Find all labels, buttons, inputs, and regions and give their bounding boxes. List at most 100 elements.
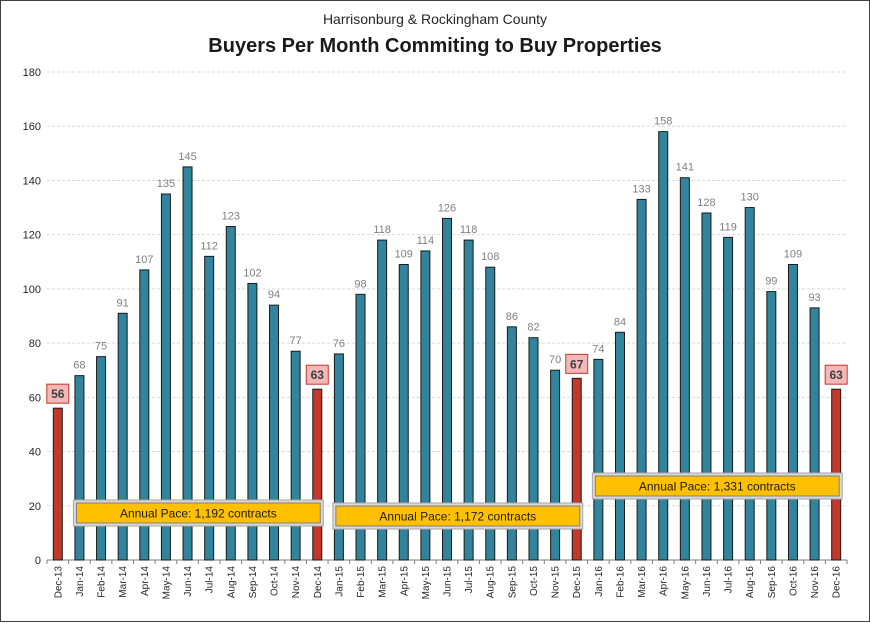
y-tick-label: 100 xyxy=(23,284,41,296)
x-tick-label: Jul-15 xyxy=(464,566,475,594)
bar-apr-16 xyxy=(658,131,669,561)
bar-jan-15 xyxy=(333,353,344,561)
bar-aug-14 xyxy=(225,226,236,561)
x-tick-label: Jun-14 xyxy=(183,566,194,597)
highlight-label-box xyxy=(565,353,589,374)
x-tick-label: Jun-16 xyxy=(702,566,713,597)
y-tick-label: 120 xyxy=(23,230,41,242)
annual-pace-box xyxy=(594,475,840,497)
data-label: 93 xyxy=(808,292,820,304)
x-tick-label: Jan-14 xyxy=(75,566,86,597)
data-label: 75 xyxy=(95,341,107,353)
annual-pace-callout: Annual Pace: 1,331 contracts xyxy=(591,472,843,500)
data-label: 114 xyxy=(417,235,435,247)
data-labels: 56 68 75 91 107 135 145 112 123 102 94 77 63 76 98 118 1… xyxy=(46,116,848,404)
bar-mar-15 xyxy=(377,239,388,561)
bar-aug-15 xyxy=(485,266,496,561)
data-label: 99 xyxy=(765,276,777,288)
bar-sep-14 xyxy=(247,282,258,561)
y-tick-label: 140 xyxy=(23,175,41,187)
bar-sep-16 xyxy=(766,291,777,561)
data-label: 74 xyxy=(592,343,604,355)
x-tick-label: Apr-15 xyxy=(399,566,410,596)
highlight-label-box xyxy=(824,364,848,385)
y-tick-label: 40 xyxy=(29,447,41,459)
x-tick-label: Feb-16 xyxy=(615,566,626,598)
data-label: 145 xyxy=(178,151,196,163)
data-label: 82 xyxy=(527,322,539,334)
y-tick-label: 180 xyxy=(23,67,41,79)
bar-apr-15 xyxy=(398,263,409,561)
bar-sep-15 xyxy=(506,326,517,561)
bar-jan-16 xyxy=(593,358,604,561)
x-tick-label: Aug-16 xyxy=(745,566,756,599)
y-tick-label: 60 xyxy=(29,392,41,404)
bar-mar-14 xyxy=(117,312,128,561)
bar-oct-16 xyxy=(787,263,798,561)
data-label: 94 xyxy=(268,289,280,301)
x-tick-label: Jul-16 xyxy=(724,566,735,594)
bar-may-14 xyxy=(160,193,171,561)
data-label: 135 xyxy=(157,178,175,190)
x-tick-label: Oct-15 xyxy=(529,566,540,596)
x-tick-label: May-16 xyxy=(680,566,691,600)
x-tick-label: Nov-15 xyxy=(551,566,562,599)
bar-jan-14 xyxy=(74,375,85,561)
x-tick-label: Jan-15 xyxy=(334,566,345,597)
highlight-label-box xyxy=(46,383,70,404)
bar-feb-16 xyxy=(614,331,625,561)
bar-jul-14 xyxy=(204,255,215,561)
data-label: 107 xyxy=(135,254,153,266)
data-label: 118 xyxy=(373,224,391,236)
annual-pace-annotations: Annual Pace: 1,192 contracts Annual Pace:… xyxy=(72,472,843,530)
bar-nov-16 xyxy=(809,307,820,561)
x-tick-label: Feb-15 xyxy=(356,566,367,598)
data-label: 109 xyxy=(395,248,413,260)
data-label: 118 xyxy=(460,224,478,236)
data-label: 133 xyxy=(632,183,650,195)
data-label-highlight: 63 xyxy=(311,368,325,382)
x-tick-label: Jan-16 xyxy=(594,566,605,597)
data-label: 130 xyxy=(741,192,759,204)
x-tick-label: May-14 xyxy=(161,566,172,600)
data-label: 98 xyxy=(354,278,366,290)
highlight-label-box xyxy=(305,364,329,385)
annual-pace-label: Annual Pace: 1,331 contracts xyxy=(639,480,796,494)
annual-pace-label: Annual Pace: 1,172 contracts xyxy=(379,510,536,524)
data-label: 109 xyxy=(784,248,802,260)
x-tick-label: Mar-15 xyxy=(378,566,389,598)
bar-may-16 xyxy=(679,177,690,561)
data-label: 128 xyxy=(697,197,715,209)
data-label: 158 xyxy=(654,116,672,128)
bar-nov-14 xyxy=(290,350,301,561)
data-label: 141 xyxy=(676,162,694,174)
bar-nov-15 xyxy=(550,369,561,561)
chart-title: Buyers Per Month Commiting to Buy Proper… xyxy=(208,35,661,57)
bar-jun-16 xyxy=(701,212,712,561)
annual-pace-box xyxy=(335,505,581,527)
x-tick-label: Aug-15 xyxy=(486,566,497,599)
x-tick-label: Mar-14 xyxy=(118,566,129,598)
x-tick-label: Jul-14 xyxy=(205,566,216,594)
x-tick-label: Apr-16 xyxy=(659,566,670,596)
chart-subtitle: Harrisonburg & Rockingham County xyxy=(323,11,547,27)
data-label: 102 xyxy=(243,267,261,279)
x-tick-label: Sep-14 xyxy=(248,566,259,599)
bar-aug-16 xyxy=(744,207,755,561)
bars xyxy=(52,131,842,561)
bar-mar-16 xyxy=(636,198,647,561)
x-tick-label: Dec-16 xyxy=(832,566,843,599)
data-label: 76 xyxy=(333,338,345,350)
x-tick-label: Nov-16 xyxy=(810,566,821,599)
bar-feb-15 xyxy=(355,293,366,561)
y-tick-label: 160 xyxy=(23,121,41,133)
annual-pace-callout: Annual Pace: 1,172 contracts xyxy=(332,502,584,530)
bar-feb-14 xyxy=(96,356,107,561)
x-tick-label: Jun-15 xyxy=(443,566,454,597)
data-label: 86 xyxy=(506,311,518,323)
data-label-highlight: 67 xyxy=(570,357,584,371)
x-tick-label: Oct-14 xyxy=(270,566,281,596)
bar-jun-15 xyxy=(442,217,452,561)
bar-dec-14 xyxy=(312,388,323,561)
